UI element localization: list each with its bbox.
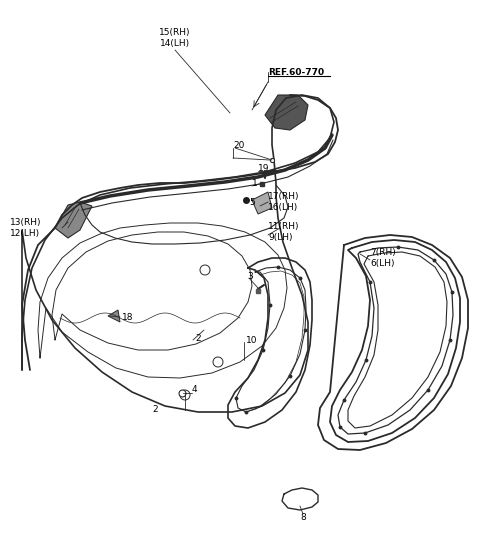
Polygon shape xyxy=(55,202,92,238)
Text: 13(RH)
12(LH): 13(RH) 12(LH) xyxy=(10,218,41,237)
Text: 11(RH)
9(LH): 11(RH) 9(LH) xyxy=(268,222,300,242)
Text: 2: 2 xyxy=(195,334,201,343)
Text: 20: 20 xyxy=(233,141,244,150)
Text: 2: 2 xyxy=(152,405,157,414)
Text: 7(RH)
6(LH): 7(RH) 6(LH) xyxy=(370,248,396,268)
Text: REF.60-770: REF.60-770 xyxy=(268,68,324,77)
Text: 19: 19 xyxy=(258,164,269,172)
Text: 5: 5 xyxy=(249,198,255,207)
Text: 18: 18 xyxy=(122,312,133,321)
Text: 8: 8 xyxy=(300,513,306,522)
Polygon shape xyxy=(108,310,120,322)
Text: 4: 4 xyxy=(192,385,198,394)
Text: 3: 3 xyxy=(247,272,253,281)
Text: 10: 10 xyxy=(246,335,257,344)
Text: 17(RH)
16(LH): 17(RH) 16(LH) xyxy=(268,192,300,212)
Polygon shape xyxy=(252,192,272,214)
Text: 15(RH)
14(LH): 15(RH) 14(LH) xyxy=(159,29,191,48)
Polygon shape xyxy=(265,95,308,130)
Text: 1: 1 xyxy=(252,179,258,188)
